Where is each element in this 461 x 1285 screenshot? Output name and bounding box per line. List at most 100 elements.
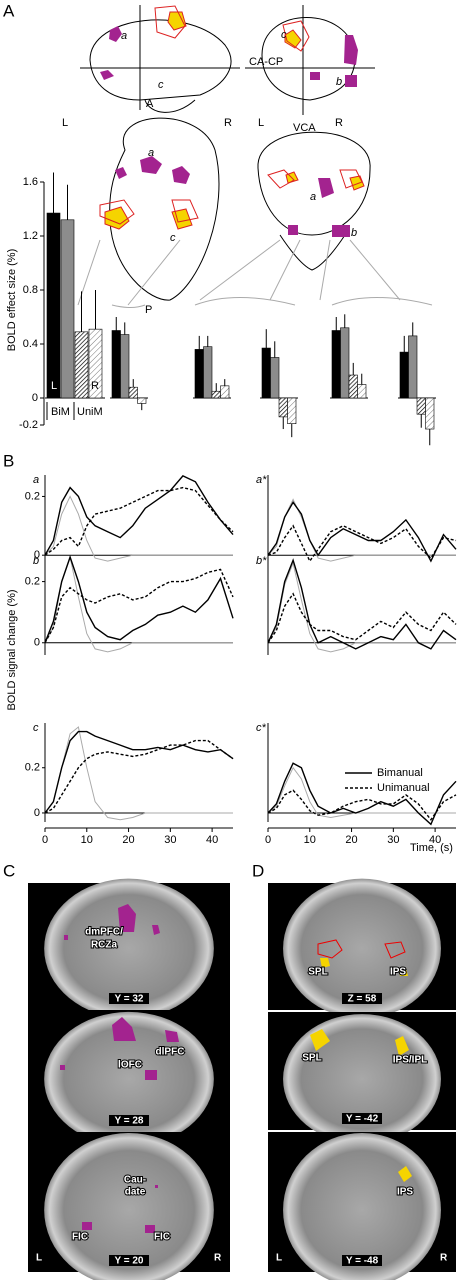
region: a [310,191,316,203]
bar [399,351,409,399]
dir: L [62,117,68,129]
line [44,475,234,556]
y-tick-label: 0 [34,807,40,819]
slice-box [109,1115,149,1126]
region-label: dmPFC/ [85,927,123,938]
line [267,592,457,644]
slice-label: Y = 28 [114,1116,143,1127]
bar [46,212,61,399]
side-label: L [276,1253,282,1264]
line [267,789,457,821]
activation [395,1036,409,1056]
activation [310,1029,330,1051]
activation [112,1017,136,1041]
bar-label: L [51,380,57,392]
line-label: CA-CP [249,56,283,68]
region: c [170,232,176,244]
y-label: BOLD signal change (%) [6,589,18,710]
bar [194,349,204,399]
bar [357,384,367,399]
panel-label: D [252,861,264,880]
panel-label: C [3,861,15,880]
panel-sub-label: b* [256,555,267,567]
x-tick-label: 10 [81,834,93,846]
bar [220,385,230,399]
x-tick-label: 40 [206,834,218,846]
activation [398,968,408,976]
slice-label: Y = 32 [114,994,143,1005]
bar-label: UniM [77,406,103,418]
line [267,500,457,563]
dir: R [335,117,343,129]
slice-label: Y = -42 [346,1114,379,1125]
bar [287,397,297,424]
slice-box [342,1113,382,1124]
bar [331,330,341,399]
labels: A B C D a c c b CA-CP VCA A L R a c P L … [3,1,453,880]
y-tick-label: 0 [34,549,40,561]
y-tick-label: 1.6 [23,176,38,188]
activation [145,1070,157,1080]
activation [118,904,136,932]
x-tick-label: 30 [164,834,176,846]
line [44,730,234,814]
line [44,739,234,814]
activation [155,1185,158,1188]
panel-sub-label: c [33,722,39,734]
region-label: IPS [390,967,406,978]
region: b [351,227,357,239]
bar [137,397,147,404]
x-tick-label: 0 [42,834,48,846]
legend-label: Bimanual [377,767,423,779]
y-tick-label: 0.8 [23,284,38,296]
region: b [336,76,342,88]
activation [320,958,330,968]
activation [165,1030,179,1042]
x-label: Time, (s) [410,842,453,854]
region-label: dlPFC [156,1047,185,1058]
y-tick-label: 1.2 [23,230,38,242]
x-tick-label: 30 [387,834,399,846]
bar [211,390,221,399]
bar-label: R [91,380,99,392]
y-tick-label: 0.2 [25,762,40,774]
bar [74,331,89,399]
dir: A [146,98,154,110]
region-label: IPS [397,1187,413,1198]
panel-sub-label: a [33,474,39,486]
slice-label: Y = 20 [114,1256,143,1267]
activation [384,941,406,959]
x-tick-label: 20 [345,834,357,846]
line [267,558,457,650]
region: a [121,30,127,42]
legend-label: Unimanual [377,782,430,794]
brain [44,1011,214,1147]
panel-label: A [3,1,15,20]
slice-box [109,1255,149,1266]
dir: P [145,304,152,316]
panel-label: B [3,451,14,470]
slice-label: Z = 58 [348,994,377,1005]
activation [317,939,343,959]
side-label: R [440,1253,448,1264]
line [44,726,233,821]
y-tick-label: 0 [32,392,38,404]
activation [152,925,160,935]
line [44,568,234,644]
bar [416,397,426,415]
y-tick-label: -0.2 [19,419,38,431]
panel-sub-label: b [33,555,39,567]
side-label: L [36,1253,42,1264]
bar-label: BiM [51,406,70,418]
line [267,561,456,653]
activation [145,1225,155,1233]
panel-sub-label: a* [256,474,267,486]
dir: L [258,117,264,129]
y-tick-label: 0.2 [25,575,40,587]
region-label: IPS/IPL [393,1055,427,1066]
x-tick-label: 10 [304,834,316,846]
y-tick-label: 0.4 [23,338,38,350]
bar [60,219,75,399]
region: c [158,79,164,91]
